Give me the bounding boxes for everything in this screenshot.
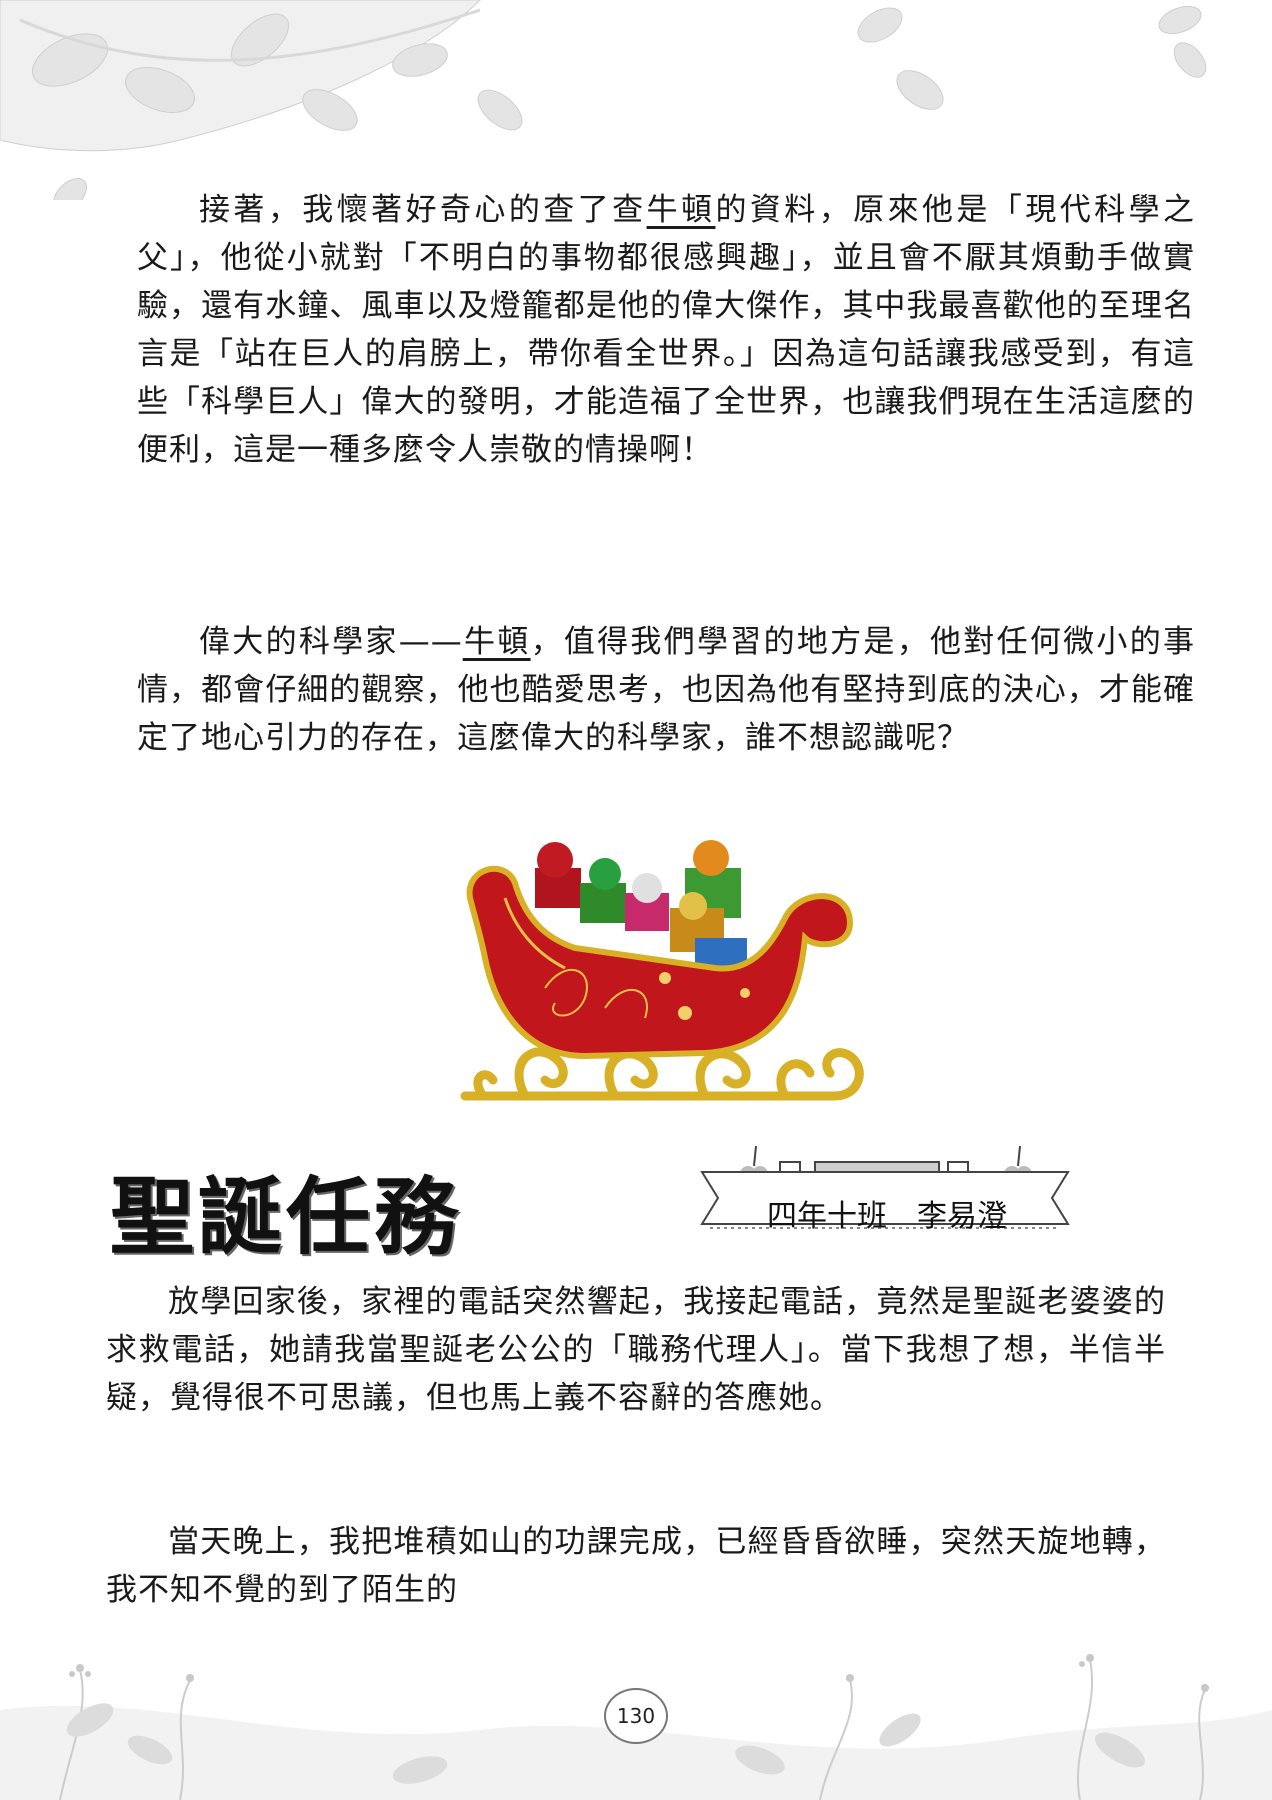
author-byline: 四年十班 李易澄: [767, 1199, 1007, 1234]
page-number: 130: [604, 1688, 668, 1744]
article-title: 聖誕任務: [110, 1167, 463, 1266]
leaf-decoration-top: [0, 0, 1207, 200]
paragraph-evening: 當天晚上，我把堆積如山的功課完成，已經昏昏欲睡，突然天旋地轉，我不知不覺的到了陌…: [106, 1524, 1166, 1608]
paragraph-newton-intro: 接著，我懷著好奇心的查了查牛頓的資料，原來他是「現代科學之父」，他從小就對「不明…: [137, 186, 1195, 474]
paragraph-newton-lesson-part2: ，值得我們學習的地方是，他對任何微小的事情，都會仔細的觀察，他也酷愛思考，也因為…: [137, 624, 1196, 756]
paragraph-newton-lesson: 偉大的科學家——牛頓，值得我們學習的地方是，他對任何微小的事情，都會仔細的觀察，…: [137, 618, 1195, 762]
person-name-newton: 牛頓: [462, 624, 531, 660]
paragraph-phone-call: 放學回家後，家裡的電話突然響起，我接起電話，竟然是聖誕老婆婆的求救電話，她請我當…: [106, 1284, 1166, 1416]
sleigh-illustration: [460, 840, 864, 1101]
paragraph-newton-lesson-part1: 偉大的科學家——: [199, 624, 463, 660]
paragraph-newton-intro-part1: 接著，我懷著好奇心的查了查: [199, 192, 647, 228]
paragraph-newton-intro-part2: 的資料，原來他是「現代科學之父」，他從小就對「不明白的事物都很感興趣」，並且會不…: [137, 192, 1196, 468]
person-name-newton: 牛頓: [646, 192, 716, 228]
floral-decoration-bottom: [0, 1654, 1272, 1800]
author-banner: [700, 1145, 1070, 1229]
